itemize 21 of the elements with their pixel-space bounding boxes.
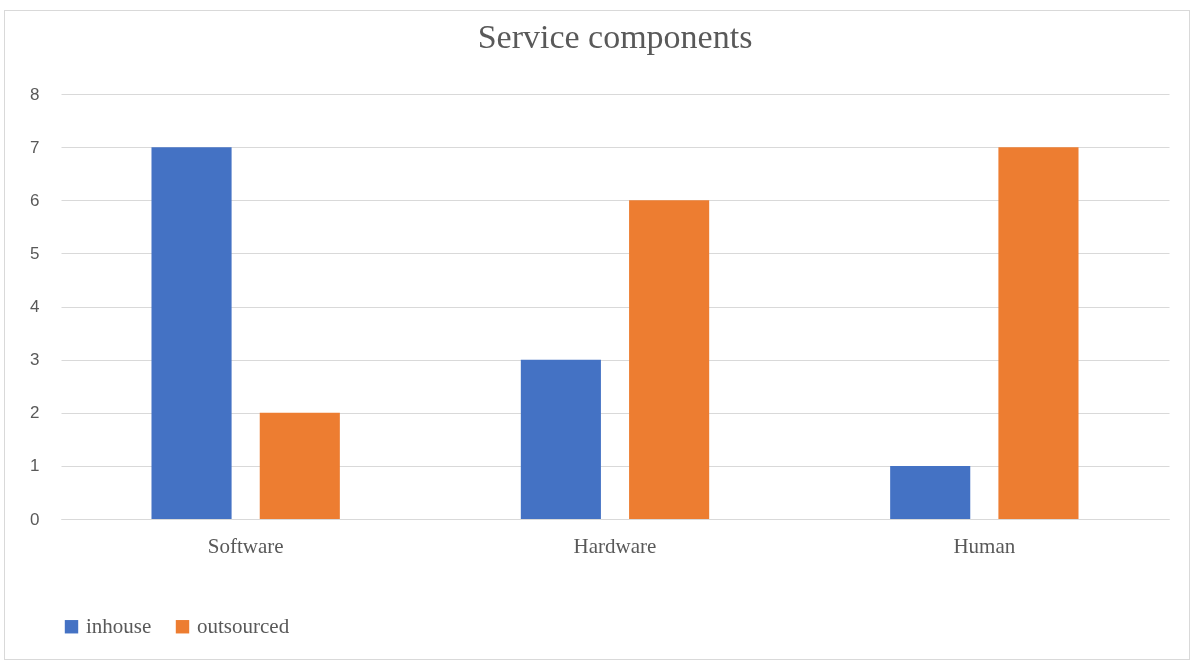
legend-label: outsourced: [197, 613, 290, 638]
bar: [890, 465, 971, 519]
bar: [520, 359, 601, 519]
bar: [998, 147, 1079, 519]
y-tick-label: 0: [30, 509, 40, 529]
y-tick-label: 3: [30, 350, 40, 370]
bar: [151, 147, 232, 519]
bar: [629, 200, 710, 519]
y-tick-label: 4: [30, 297, 40, 316]
chart-title: Service components: [477, 18, 753, 55]
legend-label: inhouse: [86, 613, 152, 638]
y-tick-label: 6: [30, 190, 40, 210]
y-tick-label: 2: [30, 403, 40, 423]
y-tick-label: 1: [30, 456, 40, 476]
x-tick-label: Hardware: [573, 533, 657, 558]
x-tick-label: Software: [207, 533, 284, 558]
y-tick-label: 8: [30, 84, 40, 104]
x-tick-label: Human: [953, 533, 1016, 558]
y-tick-label: 5: [30, 243, 40, 263]
bar: [259, 412, 340, 519]
y-tick-label: 7: [30, 137, 40, 157]
